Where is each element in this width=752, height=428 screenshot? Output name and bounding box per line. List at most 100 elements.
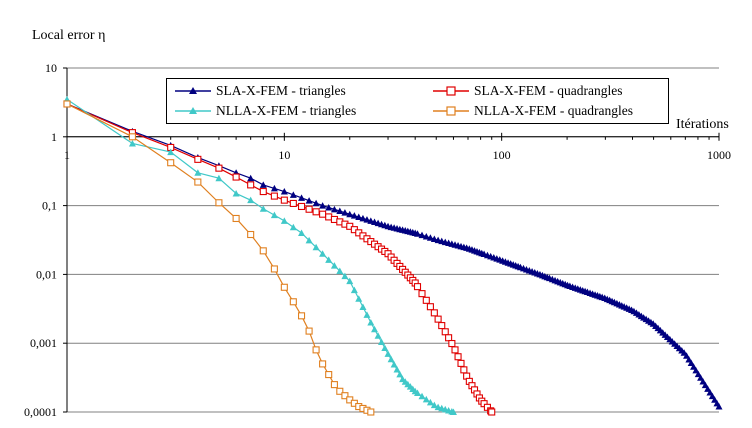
data-point — [128, 139, 136, 147]
y-tick-label: 0,01 — [36, 267, 57, 281]
legend-marker-nlla-triangles — [175, 107, 211, 114]
legend-marker-sla-triangles — [175, 87, 211, 94]
data-point — [259, 205, 267, 212]
data-point — [488, 408, 496, 416]
data-point — [270, 265, 278, 273]
data-point — [454, 353, 462, 361]
data-point — [378, 338, 386, 345]
y-tick-label: 0,1 — [42, 199, 57, 213]
data-point — [215, 174, 223, 182]
data-point — [232, 173, 240, 181]
y-axis-title: Local error η — [32, 28, 106, 43]
data-point — [325, 213, 333, 221]
data-point — [430, 401, 438, 409]
data-point — [393, 366, 401, 373]
data-point — [363, 311, 371, 318]
data-point — [232, 214, 240, 223]
series-1 — [63, 100, 496, 416]
data-point — [367, 408, 375, 416]
data-point — [312, 208, 320, 216]
data-point — [128, 133, 136, 141]
data-point — [336, 207, 344, 215]
data-point — [270, 184, 278, 192]
data-point — [715, 403, 723, 410]
data-point — [346, 277, 354, 285]
data-point — [259, 247, 267, 255]
data-point — [426, 398, 434, 406]
legend-marker-nlla-quadrangles — [433, 106, 469, 116]
data-point — [414, 389, 422, 396]
data-point — [457, 359, 465, 367]
data-point — [194, 155, 202, 163]
data-point — [312, 346, 320, 354]
data-point — [426, 303, 434, 311]
data-point — [330, 262, 338, 269]
data-point — [384, 350, 392, 357]
data-point — [325, 371, 333, 379]
data-point — [305, 236, 313, 244]
data-point — [422, 296, 430, 304]
data-point — [359, 303, 367, 311]
data-point — [305, 205, 313, 213]
data-point — [697, 374, 705, 381]
data-point — [298, 194, 306, 201]
legend-item-sla-triangles: SLA-X-FEM - triangles — [173, 81, 346, 101]
data-point — [312, 243, 320, 251]
data-point — [289, 191, 297, 198]
data-point — [325, 204, 333, 211]
data-point — [371, 325, 379, 333]
data-point — [422, 395, 430, 403]
legend-label-nlla-triangles: NLLA-X-FEM - triangles — [216, 103, 357, 118]
data-point — [418, 231, 426, 239]
data-point — [390, 360, 398, 368]
data-point — [387, 355, 395, 363]
data-point — [330, 205, 338, 213]
legend: SLA-X-FEM - triangles SLA-X-FEM - quadra… — [166, 78, 669, 124]
y-tick-label: 10 — [45, 61, 57, 75]
data-point — [305, 197, 313, 204]
data-point — [63, 100, 71, 108]
data-point — [422, 232, 430, 240]
data-point — [449, 408, 457, 415]
data-point — [247, 196, 255, 204]
data-point — [289, 298, 297, 306]
x-tick-label: 1000 — [707, 148, 731, 162]
data-point — [441, 328, 449, 336]
legend-marker-sla-quadrangles — [433, 86, 469, 96]
data-point — [692, 366, 700, 374]
data-point — [341, 392, 349, 400]
data-point — [359, 214, 367, 222]
data-point — [247, 181, 255, 189]
data-point — [259, 188, 267, 196]
data-point — [270, 211, 278, 219]
data-point — [414, 230, 422, 237]
data-point — [336, 387, 344, 395]
data-point — [305, 327, 313, 335]
legend-label-sla-quadrangles: SLA-X-FEM - quadrangles — [474, 83, 623, 98]
data-point — [355, 295, 363, 302]
data-point — [280, 283, 288, 291]
series-2 — [63, 95, 457, 415]
data-point — [232, 189, 240, 197]
data-point — [460, 366, 468, 374]
series-3 — [63, 100, 375, 416]
x-tick-label: 10 — [278, 148, 290, 162]
data-point — [374, 332, 382, 339]
data-point — [298, 229, 306, 236]
x-tick-label: 100 — [493, 148, 511, 162]
data-point — [259, 181, 267, 188]
data-point — [413, 283, 422, 291]
data-point — [289, 199, 297, 208]
data-point — [350, 212, 358, 219]
data-point — [330, 381, 338, 389]
data-point — [247, 230, 255, 239]
data-point — [418, 290, 426, 298]
y-tick-label: 1 — [51, 130, 57, 144]
data-point — [367, 318, 375, 326]
data-point — [430, 309, 438, 317]
data-point — [418, 392, 426, 400]
data-point — [297, 312, 306, 320]
data-point — [448, 339, 456, 348]
data-point — [194, 169, 202, 176]
